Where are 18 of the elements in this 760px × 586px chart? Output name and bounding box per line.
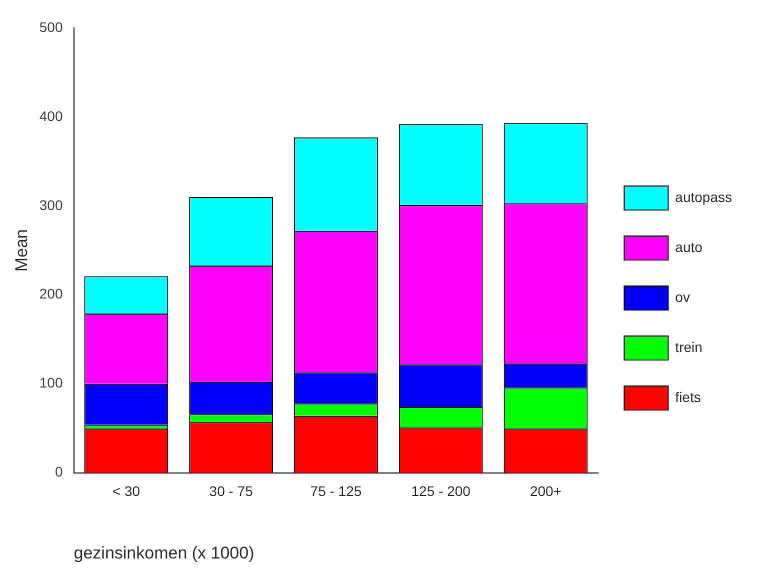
x-tick-label: 200+	[530, 483, 562, 500]
legend-label: trein	[675, 338, 702, 355]
legend-label: autopass	[675, 188, 732, 205]
legend-label: ov	[675, 288, 690, 305]
y-tick-label: 0	[54, 464, 63, 480]
legend-label: fiets	[675, 388, 701, 405]
x-tick-label: 30 - 75	[209, 483, 254, 500]
x-tick-label: < 30	[112, 483, 140, 500]
x-tick-label: 125 - 200	[411, 483, 471, 500]
x-axis-title: gezinsinkomen (x 1000)	[74, 543, 254, 562]
x-tick-label: 75 - 125	[310, 483, 362, 500]
y-tick-label: 500	[39, 18, 63, 35]
y-tick-label: 200	[39, 286, 63, 302]
y-axis-title: Mean	[12, 229, 31, 272]
y-tick-label: 300	[39, 196, 63, 213]
y-tick-label: 100	[39, 374, 63, 391]
y-tick-label: 400	[39, 108, 63, 124]
legend-label: auto	[675, 238, 703, 255]
